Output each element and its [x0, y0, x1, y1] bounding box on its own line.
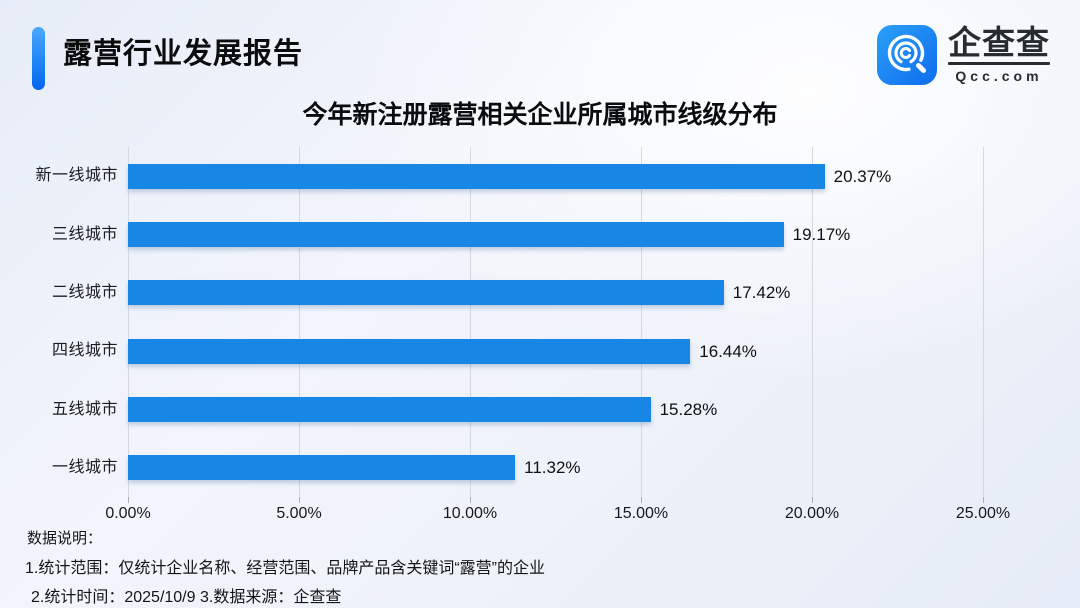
- x-axis-tick-label: 15.00%: [613, 505, 669, 522]
- x-axis-tick-label: 10.00%: [442, 505, 498, 522]
- gridline: [983, 147, 984, 497]
- gridline: [470, 147, 471, 497]
- gridline: [812, 147, 813, 497]
- data-note-scope: 1.统计范围：仅统计企业名称、经营范围、品牌产品含关键词“露营”的企业: [25, 560, 546, 577]
- value-label: 16.44%: [699, 341, 757, 361]
- logo-company-name: 企查查: [948, 23, 1050, 61]
- x-axis-tick-label: 0.00%: [105, 505, 151, 522]
- axis-tick: [983, 497, 984, 503]
- bar-四线城市: [128, 338, 691, 364]
- category-label: 二线城市: [51, 283, 118, 301]
- data-note-time-source: 2.统计时间：2025/10/9 3.数据来源：企查查: [31, 589, 342, 606]
- bar-新一线城市: [128, 163, 825, 189]
- x-axis-tick-label: 5.00%: [276, 505, 322, 522]
- axis-tick: [299, 497, 300, 503]
- logo-underline: [948, 62, 1050, 66]
- x-axis-tick-label: 20.00%: [784, 505, 840, 522]
- value-label: 19.17%: [792, 225, 851, 244]
- value-label: 11.32%: [524, 458, 581, 478]
- axis-tick: [470, 497, 471, 503]
- value-label: 15.28%: [659, 400, 718, 419]
- gridline: [128, 147, 129, 497]
- gridline: [299, 147, 300, 497]
- category-label: 一线城市: [51, 458, 118, 476]
- axis-tick: [812, 497, 813, 503]
- logo-text-block: 企查查 Qcc.com: [948, 23, 1050, 85]
- bar-三线城市: [128, 222, 784, 247]
- data-notes-heading: 数据说明：: [27, 530, 103, 547]
- x-axis-tick-label: 25.00%: [955, 505, 1011, 522]
- report-title: 露营行业发展报告: [63, 38, 304, 70]
- value-label: 20.37%: [833, 166, 892, 186]
- logo-domain: Qcc.com: [955, 68, 1043, 85]
- chart-title: 今年新注册露营相关企业所属城市线级分布: [302, 101, 778, 129]
- axis-tick: [641, 497, 642, 503]
- category-label: 新一线城市: [35, 167, 118, 185]
- header-accent-bar: [32, 27, 45, 90]
- bar-二线城市: [128, 280, 724, 306]
- bar-五线城市: [128, 397, 651, 422]
- axis-tick: [128, 497, 129, 503]
- bar-一线城市: [128, 455, 516, 481]
- value-label: 17.42%: [732, 283, 791, 303]
- category-label: 五线城市: [51, 400, 118, 418]
- category-label: 四线城市: [51, 342, 118, 360]
- qcc-logo: 企查查 Qcc.com: [876, 24, 1050, 86]
- gridline: [641, 147, 642, 497]
- qcc-magnifier-icon: [877, 25, 937, 85]
- category-label: 三线城市: [51, 225, 118, 243]
